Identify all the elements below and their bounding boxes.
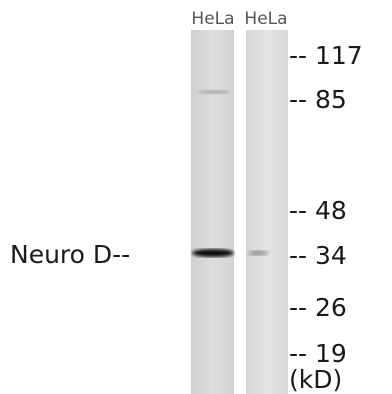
lane	[191, 30, 234, 394]
blot-figure: HeLa HeLa Neuro D-- -- 117 -- 85 -- 48 -- 3…	[0, 0, 392, 394]
band-label: Neuro D--	[10, 240, 130, 269]
marker-column: -- 117 -- 85 -- 48 -- 34 -- 26 -- 19	[289, 41, 363, 368]
band	[192, 249, 234, 257]
lane-label: HeLa	[191, 9, 234, 29]
marker-label: -- 48	[289, 196, 347, 225]
marker-label: -- 19	[289, 339, 347, 368]
faint-band	[198, 90, 230, 94]
band	[248, 251, 268, 256]
marker-label: -- 85	[289, 85, 347, 114]
marker-label: -- 117	[289, 41, 363, 70]
unit-label: (kD)	[289, 365, 342, 394]
lane	[246, 30, 288, 394]
lane-label: HeLa	[244, 9, 287, 29]
marker-label: -- 26	[289, 293, 347, 322]
marker-label: -- 34	[289, 241, 347, 270]
